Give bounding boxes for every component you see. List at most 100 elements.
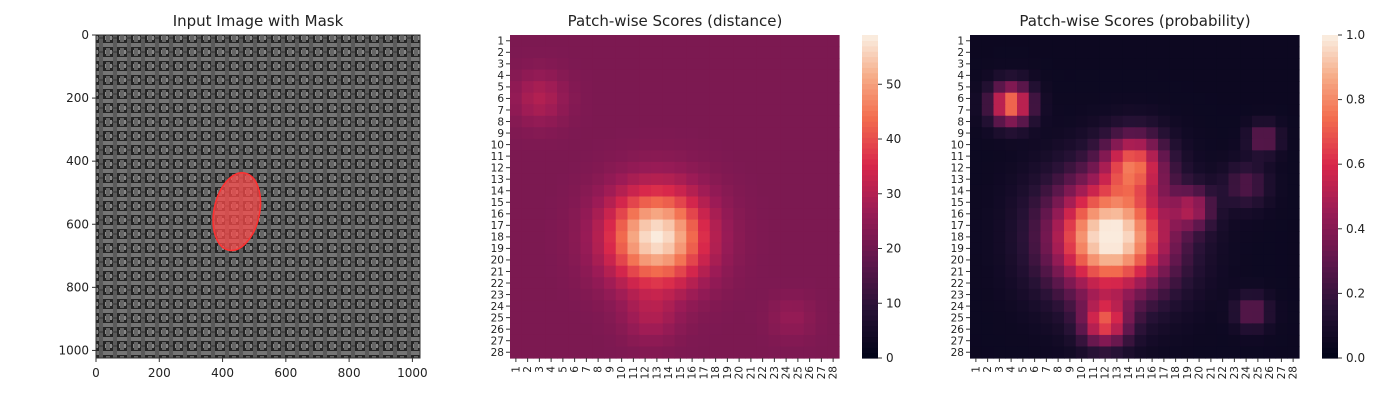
- heatmap-cell: [568, 173, 582, 186]
- heatmap-cell: [698, 81, 711, 94]
- heatmap-cell: [1134, 242, 1147, 255]
- heatmap-cell: [1005, 115, 1018, 128]
- heatmap-cell: [1134, 311, 1147, 324]
- heatmap-cell: [792, 219, 805, 232]
- heatmap-cell: [580, 346, 593, 359]
- colorbar-segment: [1322, 185, 1338, 192]
- heatmap-cell: [721, 311, 734, 324]
- heatmap-cell: [604, 265, 617, 278]
- heatmap-cell: [592, 242, 605, 255]
- heatmap-cell: [792, 311, 805, 324]
- x-tick-label: 16: [1147, 366, 1159, 380]
- heatmap-cell: [545, 346, 558, 359]
- heatmap-cell: [1099, 323, 1112, 336]
- colorbar-segment: [862, 174, 878, 181]
- heatmap-cell: [721, 219, 734, 232]
- heatmap-cell: [615, 311, 629, 324]
- heatmap-cell: [698, 184, 711, 198]
- heatmap-cell: [533, 231, 546, 244]
- heatmap-cell: [1111, 311, 1124, 324]
- y-tick-label: 14: [491, 186, 505, 198]
- heatmap-cell: [792, 46, 805, 59]
- heatmap-cell: [1028, 138, 1042, 151]
- x-tick-label: 1000: [397, 366, 428, 380]
- heatmap-cell: [545, 288, 558, 301]
- heatmap-cell: [1028, 265, 1042, 278]
- heatmap-cell: [1075, 46, 1089, 59]
- heatmap-cell: [592, 184, 605, 198]
- heatmap-cell: [1087, 184, 1100, 198]
- heatmap-cell: [1169, 277, 1183, 290]
- colorbar-segment: [1322, 250, 1338, 257]
- heatmap-cell: [1146, 277, 1159, 290]
- heatmap-cell: [1040, 254, 1053, 267]
- heatmap-cell: [1205, 288, 1218, 301]
- heatmap-cell: [1064, 219, 1077, 232]
- y-tick-label: 18: [491, 232, 504, 244]
- heatmap-cell: [1134, 81, 1147, 94]
- colorbar-segment: [1322, 110, 1338, 117]
- heatmap-cell: [686, 35, 699, 48]
- heatmap-cell: [1181, 115, 1194, 128]
- heatmap-cell: [568, 334, 582, 348]
- heatmap-cell: [521, 265, 535, 278]
- heatmap-cell: [1252, 150, 1265, 163]
- heatmap-cell: [815, 288, 828, 301]
- heatmap-cell: [674, 115, 687, 128]
- heatmap-cell: [1158, 288, 1171, 301]
- heatmap-cell: [604, 161, 617, 175]
- x-tick-label: 200: [148, 366, 171, 380]
- heatmap-cell: [651, 254, 664, 267]
- heatmap-cell: [803, 35, 817, 48]
- x-tick-label: 13: [1111, 366, 1123, 379]
- heatmap-cell: [615, 346, 629, 359]
- heatmap-cell: [709, 334, 723, 348]
- heatmap-cell: [1181, 219, 1194, 232]
- heatmap-cell: [768, 92, 781, 105]
- heatmap-cell: [1064, 69, 1077, 82]
- heatmap-cell: [1087, 92, 1100, 105]
- x-tick-label: 19: [722, 366, 734, 379]
- heatmap-cell: [1040, 104, 1053, 117]
- heatmap-cell: [604, 231, 617, 244]
- heatmap-cell: [1087, 254, 1100, 267]
- colorbar-segment: [1322, 234, 1338, 241]
- heatmap-cell: [1240, 346, 1253, 359]
- heatmap-cell: [615, 196, 629, 209]
- heatmap-cell: [627, 277, 640, 290]
- colorbar-segment: [1322, 72, 1338, 79]
- colorbar-segment: [1322, 201, 1338, 208]
- heatmap-cell: [1134, 46, 1147, 59]
- heatmap-cell: [1252, 138, 1265, 151]
- heatmap-cell: [721, 46, 734, 59]
- heatmap-cell: [1216, 138, 1230, 151]
- heatmap-cell: [815, 150, 828, 163]
- heatmap-cell: [1263, 104, 1277, 117]
- heatmap-cell: [780, 138, 793, 151]
- heatmap-cell: [1287, 334, 1300, 348]
- heatmap-cell: [1169, 58, 1183, 71]
- heatmap-cell: [1134, 115, 1147, 128]
- heatmap-cell: [733, 81, 746, 94]
- heatmap-cell: [686, 219, 699, 232]
- heatmap-cell: [568, 138, 582, 151]
- heatmap-cell: [1099, 300, 1112, 313]
- heatmap-cell: [780, 219, 793, 232]
- heatmap-cell: [604, 104, 617, 117]
- x-tick-label: 12: [640, 366, 652, 379]
- heatmap-cell: [1287, 300, 1300, 313]
- heatmap-cell: [1005, 196, 1018, 209]
- heatmap-cell: [557, 219, 570, 232]
- heatmap-cell: [1005, 184, 1018, 198]
- heatmap-cell: [580, 219, 593, 232]
- heatmap-cell: [1064, 288, 1077, 301]
- x-tick-label: 24: [1241, 366, 1253, 380]
- heatmap-cell: [674, 196, 687, 209]
- y-tick-label: 26: [491, 324, 505, 336]
- heatmap-cell: [592, 265, 605, 278]
- heatmap-cell: [792, 138, 805, 151]
- heatmap-cell: [1263, 138, 1277, 151]
- heatmap-cell: [1028, 69, 1042, 82]
- heatmap-cell: [827, 58, 840, 71]
- heatmap-cell: [721, 346, 734, 359]
